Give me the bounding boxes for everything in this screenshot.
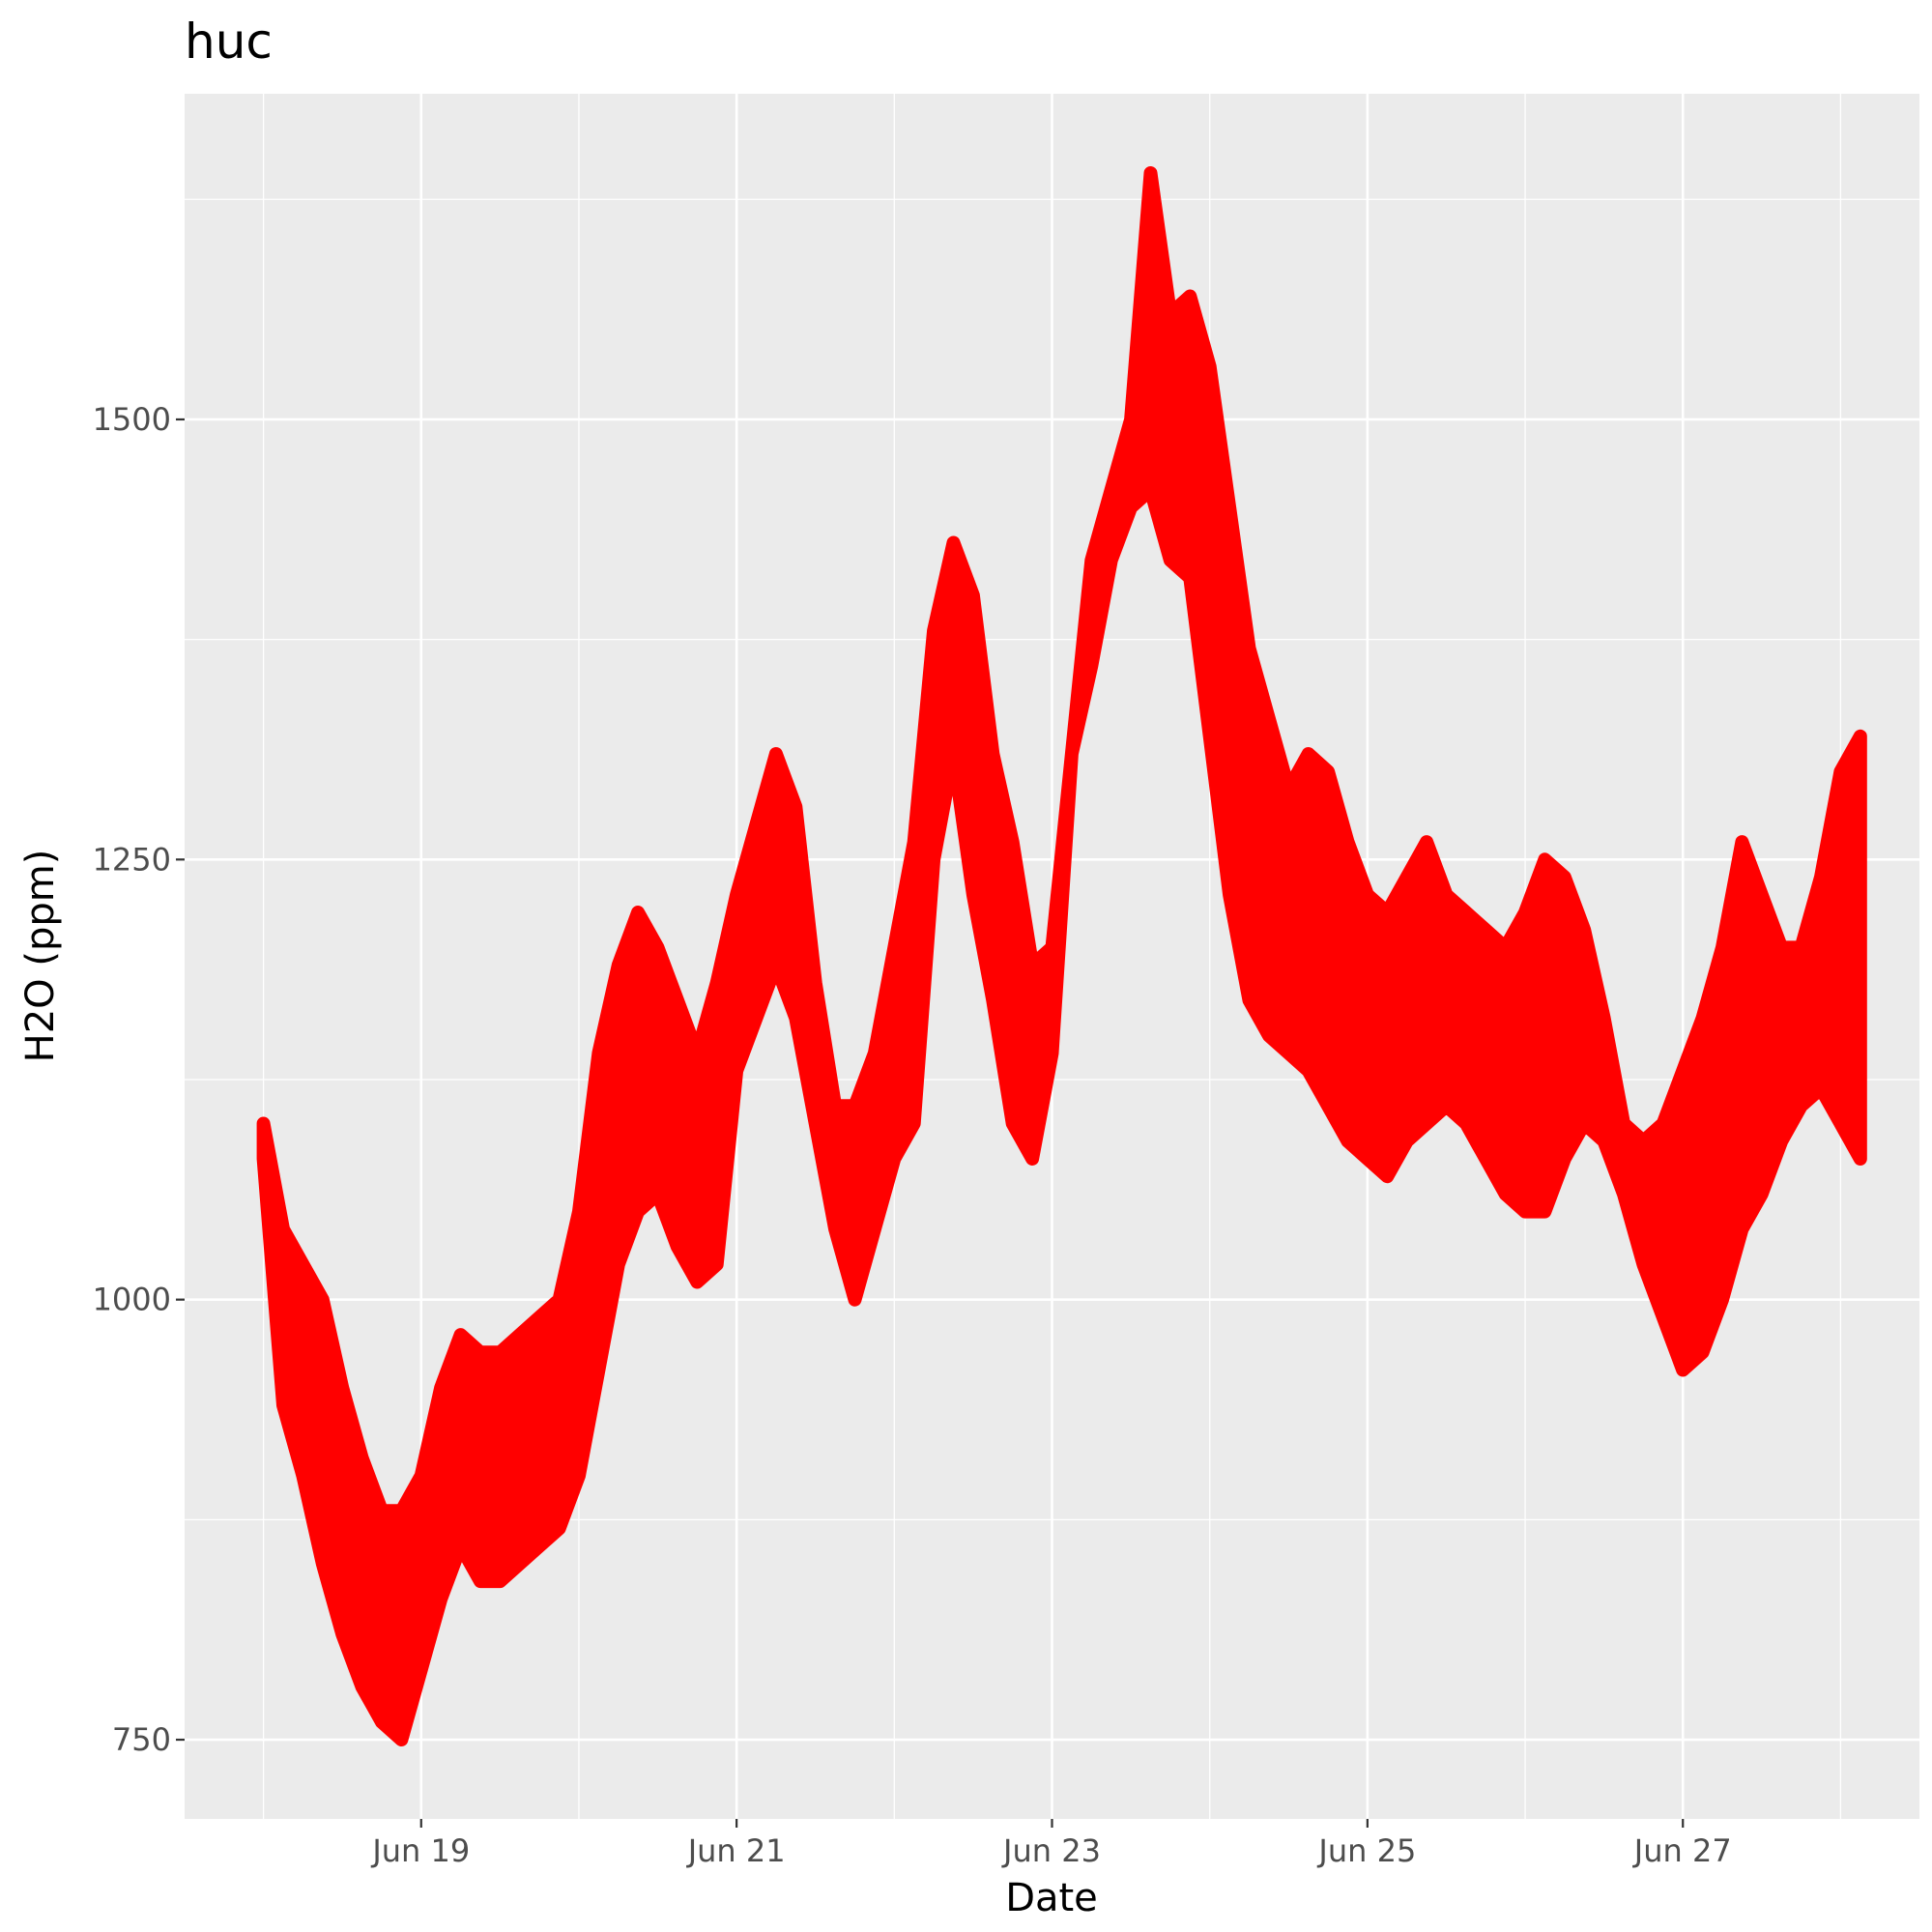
- x-tick-label: Jun 25: [1316, 1832, 1416, 1869]
- series-layer: [256, 166, 1867, 1746]
- x-tick-label: Jun 19: [370, 1832, 470, 1869]
- x-tick-label: Jun 23: [1001, 1832, 1101, 1869]
- y-tick-label: 1000: [93, 1282, 171, 1318]
- x-axis: Jun 19 Jun 21 Jun 23 Jun 25 Jun 27: [370, 1819, 1732, 1869]
- y-axis: 750 1000 1250 1500: [93, 401, 185, 1758]
- x-tick-label: Jun 27: [1632, 1832, 1732, 1869]
- x-tick-label: Jun 21: [686, 1832, 786, 1869]
- y-tick-label: 1250: [93, 841, 171, 878]
- series-oscillation: [258, 215, 1862, 1742]
- y-axis-title: H2O (ppm): [18, 850, 63, 1063]
- y-tick-label: 1500: [93, 401, 171, 438]
- y-tick-label: 750: [112, 1721, 171, 1758]
- x-axis-title: Date: [1005, 1876, 1098, 1920]
- chart-title: huc: [185, 14, 273, 70]
